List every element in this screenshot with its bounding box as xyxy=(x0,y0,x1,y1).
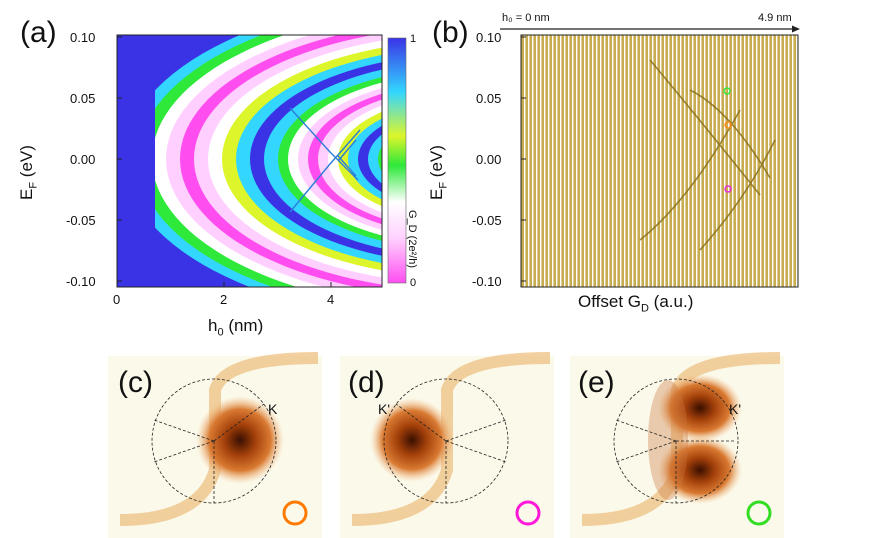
panel-b-yticks xyxy=(521,36,526,282)
panel-b-plot xyxy=(521,35,798,287)
panel-b-lines xyxy=(521,35,798,287)
b-arrow-end: 4.9 nm xyxy=(758,12,792,24)
a-ylabel: EF (eV) xyxy=(17,145,42,200)
panel-d-label: (d) xyxy=(348,366,385,399)
b-xlabel-sub: D xyxy=(641,302,649,315)
heatmap-area xyxy=(117,35,542,287)
b-ytick-0: 0.10 xyxy=(476,30,502,45)
a-xlabel-sub: 0 xyxy=(217,326,224,339)
panel-d-valley: K' xyxy=(378,401,391,417)
a-xlabel-main: h xyxy=(208,316,218,335)
a-ylabel-sub: F xyxy=(27,181,40,189)
panel-c-map xyxy=(108,352,322,538)
b-ylabel-main: E xyxy=(427,188,446,200)
colorbar-title: G_D (2e²/h) xyxy=(406,210,418,269)
a-ytick-2: 0.00 xyxy=(70,152,96,167)
panel-b-arrow-head xyxy=(792,25,800,33)
colorbar-max: 1 xyxy=(410,33,417,45)
heatmap-fringe xyxy=(378,146,382,172)
heatmap-fringe xyxy=(398,124,542,193)
heatmap-fringes xyxy=(117,35,542,287)
b-arrow-start: h₀ = 0 nm xyxy=(502,12,550,24)
panel-a-frame xyxy=(116,34,383,288)
marker-magenta xyxy=(724,185,732,193)
marker-green xyxy=(723,87,731,95)
b-ylabel-sub: F xyxy=(437,181,450,189)
colorbar-min: 0 xyxy=(410,277,417,289)
b-xlabel-unit: (a.u.) xyxy=(648,292,694,311)
panel-d-map xyxy=(340,352,554,538)
heatmap-fringe xyxy=(368,134,382,184)
b-ytick-2: 0.00 xyxy=(476,152,502,167)
b-ytick-1: 0.05 xyxy=(476,91,502,106)
a-ytick-3: -0.05 xyxy=(66,213,96,228)
panel-a-yticks xyxy=(116,36,332,287)
marker-orange xyxy=(724,121,732,129)
panel-d-ring xyxy=(515,500,541,526)
panel-b-label: (b) xyxy=(432,16,469,49)
panel-b-frame xyxy=(520,34,799,288)
a-ytick-0: 0.10 xyxy=(70,30,96,45)
a-ylabel-unit: (eV) xyxy=(17,145,36,182)
panel-c-label: (c) xyxy=(118,366,153,399)
a-xlabel: h0 (nm) xyxy=(208,317,263,341)
b-ylabel: EF (eV) xyxy=(427,145,452,200)
a-xlabel-unit: (nm) xyxy=(223,316,264,335)
panel-e-valley: K' xyxy=(729,401,742,417)
b-ytick-4: -0.10 xyxy=(472,274,502,289)
a-xtick-0: 0 xyxy=(113,292,121,307)
colorbar xyxy=(387,37,407,284)
panel-a-label: (a) xyxy=(20,16,57,49)
panel-c-ring xyxy=(282,500,308,526)
b-ylabel-unit: (eV) xyxy=(427,145,446,182)
heatmap-blue-region xyxy=(117,35,155,287)
a-xtick-1: 2 xyxy=(220,292,228,307)
panel-e-ring xyxy=(746,500,772,526)
b-ytick-3: -0.05 xyxy=(472,213,502,228)
panel-e-label: (e) xyxy=(578,366,615,399)
b-xlabel-main: Offset G xyxy=(578,292,641,311)
a-xtick-2: 4 xyxy=(327,292,335,307)
b-xlabel: Offset GD (a.u.) xyxy=(578,293,693,317)
a-ytick-1: 0.05 xyxy=(70,91,96,106)
a-ylabel-main: E xyxy=(17,188,36,200)
panel-c-valley: K xyxy=(268,401,278,417)
a-ytick-4: -0.10 xyxy=(66,274,96,289)
heatmap-crossing-lines xyxy=(289,107,361,213)
